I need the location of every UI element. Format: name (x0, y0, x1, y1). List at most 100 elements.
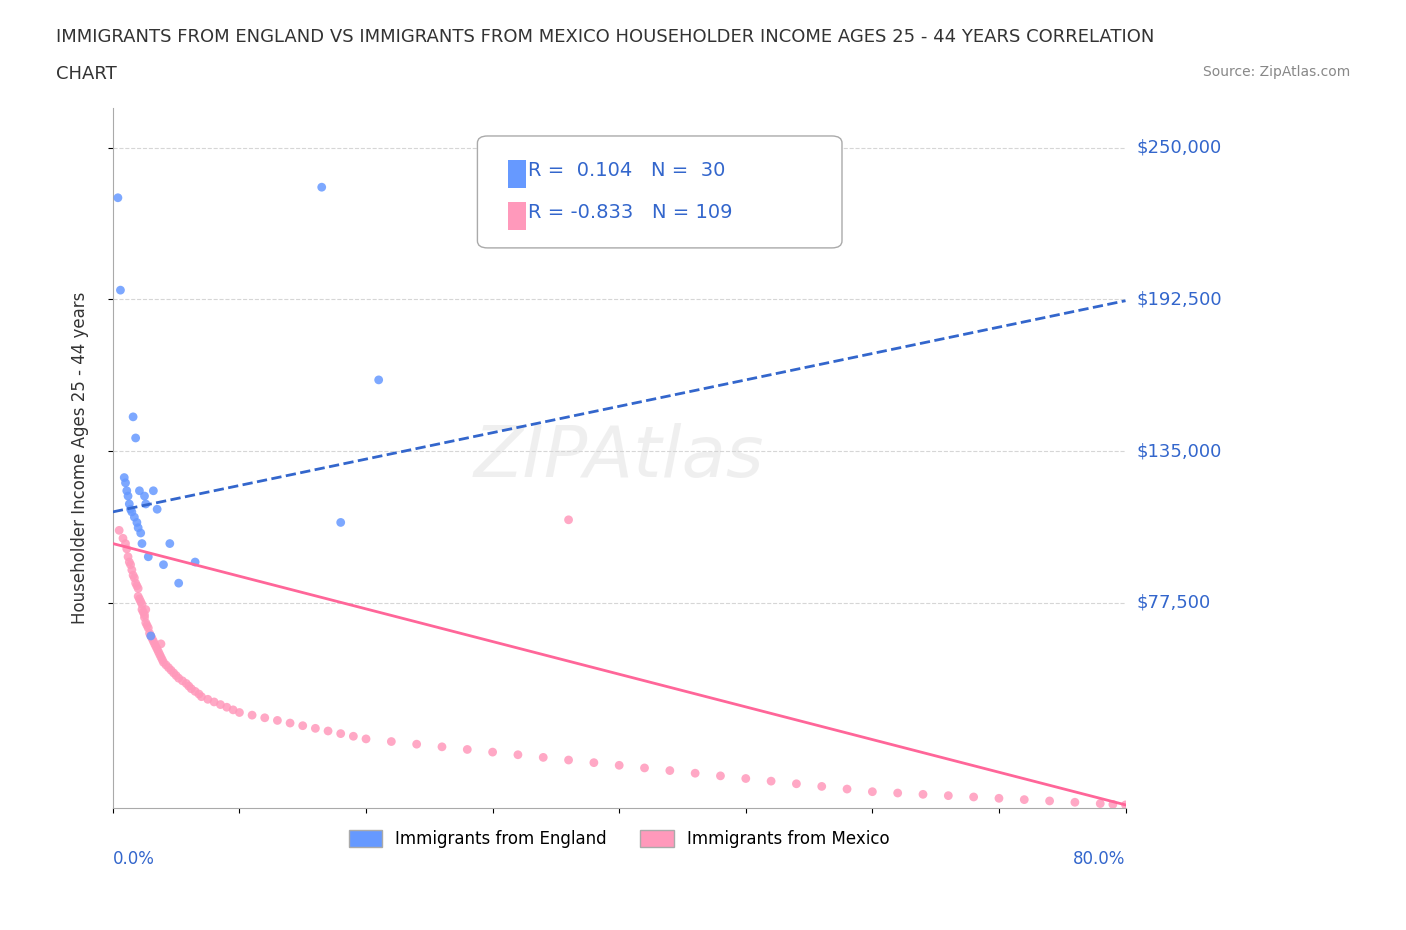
Point (291, 718, 314, 733)
Point (136, 618, 159, 632)
Point (987, 790, 1010, 805)
Point (120, 557, 142, 572)
Point (134, 488, 156, 503)
Point (157, 660, 180, 675)
Text: CHART: CHART (56, 65, 117, 83)
Point (159, 536, 181, 551)
Point (172, 673, 194, 688)
Point (886, 786, 908, 801)
Point (114, 475, 136, 490)
Point (405, 737, 427, 751)
Point (107, 191, 129, 206)
Text: ZIPAtlas: ZIPAtlas (474, 423, 765, 492)
Point (136, 550, 159, 565)
FancyBboxPatch shape (508, 203, 526, 231)
Point (127, 589, 149, 604)
Point (1014, 792, 1036, 807)
Point (128, 484, 150, 498)
Point (860, 784, 883, 799)
Point (1064, 795, 1087, 810)
Point (162, 666, 184, 681)
Point (142, 484, 165, 498)
Point (117, 550, 139, 565)
Point (329, 515, 352, 530)
Point (129, 594, 152, 609)
Point (121, 563, 143, 578)
Text: $250,000: $250,000 (1136, 139, 1222, 156)
Point (311, 179, 333, 194)
Point (187, 686, 209, 701)
Point (380, 734, 402, 749)
Point (121, 504, 143, 519)
Point (139, 629, 162, 644)
Point (456, 742, 478, 757)
Point (1102, 797, 1125, 812)
Point (1204, 797, 1226, 812)
Point (112, 471, 135, 485)
Point (1090, 796, 1112, 811)
Point (936, 789, 959, 804)
Point (122, 409, 145, 424)
Point (810, 779, 832, 794)
Point (110, 283, 132, 298)
Point (167, 671, 190, 685)
Point (1166, 797, 1188, 812)
Point (367, 372, 389, 387)
Point (155, 658, 177, 672)
Point (329, 726, 352, 741)
Point (135, 497, 157, 512)
Point (127, 520, 149, 535)
Point (531, 750, 554, 764)
Point (132, 604, 155, 619)
Point (146, 642, 169, 657)
Point (734, 771, 756, 786)
Text: R =  0.104   N =  30: R = 0.104 N = 30 (529, 162, 725, 180)
Point (134, 607, 156, 622)
Point (481, 745, 503, 760)
Point (142, 633, 165, 648)
Point (145, 639, 167, 654)
Point (1140, 576, 1163, 591)
Point (430, 739, 453, 754)
Point (152, 557, 174, 572)
Point (108, 523, 131, 538)
Point (124, 570, 146, 585)
Point (149, 636, 172, 651)
Point (127, 581, 149, 596)
Point (138, 626, 160, 641)
FancyBboxPatch shape (478, 136, 842, 248)
Point (215, 699, 238, 714)
Point (131, 602, 153, 617)
Point (222, 702, 245, 717)
Point (607, 758, 630, 773)
Point (124, 576, 146, 591)
Point (117, 488, 139, 503)
Point (1128, 610, 1150, 625)
Point (1153, 797, 1175, 812)
Point (197, 692, 219, 707)
Point (911, 787, 934, 802)
Point (1216, 797, 1239, 812)
Point (506, 748, 529, 763)
Point (1241, 797, 1264, 812)
Text: $192,500: $192,500 (1136, 290, 1222, 309)
Text: $77,500: $77,500 (1136, 594, 1211, 612)
Point (139, 629, 162, 644)
Point (111, 531, 134, 546)
Point (202, 695, 225, 710)
Point (146, 502, 169, 517)
Point (658, 764, 681, 778)
Point (266, 713, 288, 728)
Point (1229, 797, 1251, 812)
Text: Source: ZipAtlas.com: Source: ZipAtlas.com (1202, 65, 1350, 79)
Text: R = -0.833   N = 109: R = -0.833 N = 109 (529, 204, 733, 222)
Point (278, 715, 301, 730)
Text: IMMIGRANTS FROM ENGLAND VS IMMIGRANTS FROM MEXICO HOUSEHOLDER INCOME AGES 25 - 4: IMMIGRANTS FROM ENGLAND VS IMMIGRANTS FR… (56, 28, 1154, 46)
Point (118, 497, 141, 512)
Point (122, 568, 145, 583)
Point (131, 597, 153, 612)
Point (125, 578, 148, 593)
Point (118, 554, 141, 569)
Point (557, 512, 579, 527)
Point (135, 616, 157, 631)
